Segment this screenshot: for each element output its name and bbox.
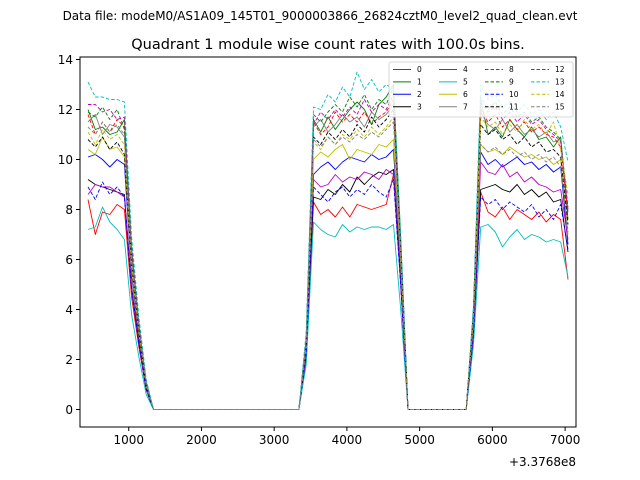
chart-title: Quadrant 1 module wise count rates with … <box>131 37 525 53</box>
x-tick-label: 1000 <box>113 433 144 447</box>
legend-label-2: 2 <box>417 90 422 99</box>
legend-label-14: 14 <box>555 90 565 99</box>
series-line-5 <box>87 206 569 410</box>
legend-label-0: 0 <box>417 65 422 74</box>
series-line-12 <box>88 94 569 410</box>
y-tick-label: 12 <box>58 103 73 117</box>
y-tick-label: 4 <box>65 303 73 317</box>
legend-label-11: 11 <box>509 102 519 111</box>
legend-label-8: 8 <box>509 65 514 74</box>
x-tick-label: 3000 <box>259 433 290 447</box>
legend-label-5: 5 <box>463 78 468 87</box>
y-tick-label: 6 <box>65 253 73 267</box>
x-tick-label: 2000 <box>186 433 217 447</box>
plot-frame <box>79 56 577 428</box>
series-line-8 <box>87 99 569 410</box>
series-line-15 <box>87 121 569 410</box>
legend-label-10: 10 <box>509 90 519 99</box>
y-tick-label: 14 <box>58 53 73 67</box>
series-line-11 <box>87 109 569 410</box>
y-axis: 0 2 4 6 8 10 12 14 <box>58 53 80 417</box>
legend-label-13: 13 <box>555 78 565 87</box>
y-tick-label: 8 <box>65 203 73 217</box>
suptitle: Data file: modeM0/AS1A09_145T01_90000038… <box>63 9 578 23</box>
legend-label-7: 7 <box>463 102 468 111</box>
x-tick-label: 7000 <box>550 433 581 447</box>
x-tick-label: 6000 <box>477 433 508 447</box>
legend-label-1: 1 <box>417 78 422 87</box>
y-tick-label: 10 <box>58 153 73 167</box>
series-layer <box>87 71 569 410</box>
legend-label-12: 12 <box>555 65 565 74</box>
series-line-0 <box>87 174 569 410</box>
series-line-3 <box>87 169 569 410</box>
x-tick-label: 4000 <box>332 433 363 447</box>
legend-label-4: 4 <box>463 65 468 74</box>
series-line-1 <box>87 84 569 410</box>
legend-label-6: 6 <box>463 90 468 99</box>
legend-box <box>388 61 574 118</box>
y-tick-label: 2 <box>65 353 73 367</box>
x-axis: 1000 2000 3000 4000 5000 6000 7000 <box>113 427 580 447</box>
legend-label-9: 9 <box>509 78 514 87</box>
series-line-6 <box>87 136 569 410</box>
x-offset-label: +3.3768e8 <box>509 455 576 469</box>
series-line-4 <box>87 161 569 410</box>
legend-label-15: 15 <box>555 102 565 111</box>
legend-label-3: 3 <box>417 102 422 111</box>
series-line-2 <box>87 149 569 410</box>
x-tick-label: 5000 <box>404 433 435 447</box>
series-line-9 <box>87 86 569 410</box>
y-tick-label: 0 <box>65 403 73 417</box>
series-line-10 <box>87 179 569 410</box>
